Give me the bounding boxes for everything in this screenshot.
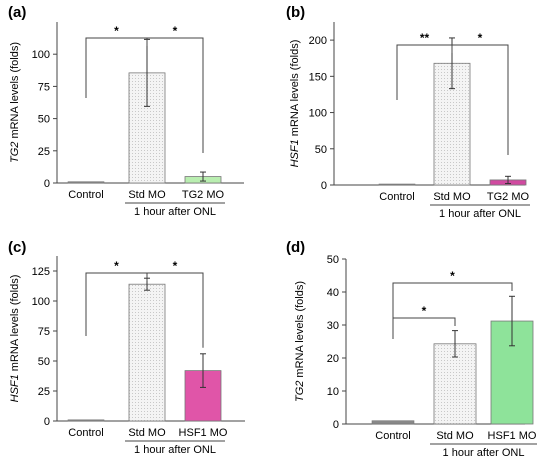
significance-label: **: [420, 31, 430, 45]
panel-letter: (b): [286, 4, 305, 21]
y-tick-label: 50: [38, 114, 50, 126]
y-tick-label: 0: [333, 419, 339, 431]
y-tick-label: 20: [327, 353, 339, 365]
significance-label: *: [422, 304, 427, 318]
y-tick-label: 50: [38, 356, 50, 368]
category-label: Std MO: [128, 427, 166, 439]
y-tick-label: 150: [309, 71, 327, 83]
y-axis-label-gene: TG2: [9, 142, 21, 163]
group-label: 1 hour after ONL: [439, 208, 521, 220]
group-label: 1 hour after ONL: [443, 447, 525, 459]
group-label: 1 hour after ONL: [134, 206, 216, 218]
bar: [378, 183, 416, 186]
bar: [67, 419, 105, 422]
panel-letter: (c): [8, 239, 26, 256]
category-label: Std MO: [128, 189, 166, 201]
significance-label: *: [114, 259, 119, 273]
y-axis-label-gene: HSF1: [9, 374, 21, 402]
significance-bracket: [392, 317, 456, 339]
y-axis-label-rest: mRNA levels (folds): [9, 275, 21, 375]
significance-bracket: [146, 37, 204, 153]
y-tick-label: 10: [327, 386, 339, 398]
y-tick-label: 30: [327, 320, 339, 332]
y-tick-label: 200: [309, 35, 327, 47]
bar: [67, 181, 105, 184]
y-tick-label: 100: [309, 108, 327, 120]
y-axis-label: TG2 mRNA levels (folds): [294, 281, 306, 402]
y-axis-label-gene: TG2: [294, 381, 306, 402]
bar: [128, 283, 166, 422]
panel-a: (a) 0 25 50 75 100 TG2 mRNA levels (folds) Cont…: [8, 4, 244, 218]
category-label: Control: [375, 430, 410, 442]
category-label: Std MO: [433, 191, 471, 203]
y-tick-label: 40: [327, 287, 339, 299]
panel-letter: (a): [8, 4, 26, 21]
category-label: Control: [68, 427, 103, 439]
panel-c: (c) 0 25 50 75 100 125 HSF1 mRNA levels (folds)…: [8, 239, 245, 456]
y-tick-label: 125: [32, 266, 50, 278]
significance-label: *: [478, 31, 483, 45]
y-tick-label: 100: [32, 49, 50, 61]
significance-label: *: [114, 24, 119, 38]
y-axis-label-rest: mRNA levels (folds): [9, 42, 21, 142]
y-axis-label: TG2 mRNA levels (folds): [9, 42, 21, 163]
category-label: Control: [68, 189, 103, 201]
category-label: TG2 MO: [182, 189, 225, 201]
y-tick-label: 50: [327, 254, 339, 266]
category-label: Control: [379, 191, 414, 203]
significance-bracket: [451, 44, 509, 155]
y-tick-label: 50: [315, 144, 327, 156]
significance-bracket: [146, 272, 204, 348]
y-tick-label: 75: [38, 326, 50, 338]
y-tick-label: 0: [44, 416, 50, 428]
category-label: Std MO: [436, 430, 474, 442]
y-axis-label-rest: mRNA levels (folds): [294, 281, 306, 381]
y-tick-label: 0: [321, 180, 327, 192]
y-tick-label: 25: [38, 146, 50, 158]
bar: [371, 420, 415, 425]
y-tick-label: 0: [44, 178, 50, 190]
significance-label: *: [173, 259, 178, 273]
y-tick-label: 25: [38, 386, 50, 398]
group-label: 1 hour after ONL: [134, 444, 216, 456]
category-label: TG2 MO: [487, 191, 530, 203]
category-label: HSF1 MO: [488, 430, 537, 442]
significance-bracket: [392, 282, 513, 339]
significance-label: *: [450, 269, 455, 283]
category-label: HSF1 MO: [179, 427, 228, 439]
y-axis-label: HSF1 mRNA levels (folds): [289, 40, 301, 168]
y-axis-label-gene: HSF1: [289, 139, 301, 167]
y-tick-label: 75: [38, 81, 50, 93]
y-axis-label: HSF1 mRNA levels (folds): [9, 275, 21, 403]
panel-letter: (d): [286, 239, 305, 256]
y-tick-label: 100: [32, 296, 50, 308]
panel-d: (d) 0 10 20 30 40 50 TG2 mRNA levels (folds) Con…: [286, 239, 537, 459]
panel-b: (b) 0 50 100 150 200 HSF1 mRNA levels (folds) C…: [286, 4, 530, 220]
y-axis-label-rest: mRNA levels (folds): [289, 40, 301, 140]
significance-label: *: [173, 24, 178, 38]
